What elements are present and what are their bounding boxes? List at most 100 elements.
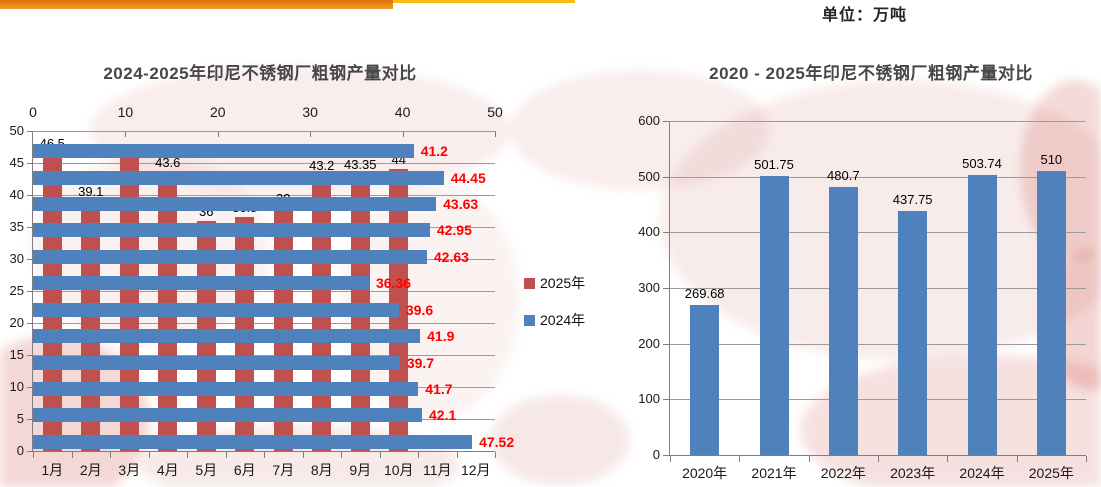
y-axis-label: 10 [9,379,24,394]
bar-2024-10月 [33,381,419,396]
month-label: 5月 [195,462,218,478]
gridline [670,343,1086,345]
y-axis-label: 35 [9,219,24,234]
bar-label-2020年: 269.68 [684,285,725,301]
legend: 2025年 2024年 [524,273,585,347]
y-axis-tick [27,419,32,420]
y-axis-label: 15 [9,347,24,362]
x-axis-line [33,451,495,452]
year-label: 2024年 [959,465,1005,481]
y-axis-tick [27,387,32,388]
month-label: 9月 [349,462,372,478]
bar-label-2024-1月: 41.2 [420,143,448,160]
month-label: 10月 [383,462,414,478]
y-axis-tick [27,195,32,196]
bar-2024-4月 [33,223,430,238]
gridline [33,195,495,196]
y-axis-label: 500 [638,168,660,184]
y-axis-label: 25 [9,283,24,298]
bar-label-2024-4月: 42.95 [436,222,472,239]
x-axis-line [670,455,1086,456]
top-axis-label: 30 [302,104,318,120]
y-axis-tick [27,131,32,132]
x-axis-tick [1016,456,1018,462]
y-axis-tick [27,259,32,260]
x-axis-tick [808,456,810,462]
legend-item-2025年: 2025年 [524,273,585,293]
gridline [670,399,1086,401]
y-axis-label: 20 [9,315,24,330]
year-label: 2023年 [890,465,936,481]
bar-2024-8月 [33,329,421,344]
x-axis-tick [379,452,381,458]
month-label: 12月 [460,462,491,478]
top-axis-label: 0 [29,104,37,120]
bar-2025年 [1036,171,1066,455]
bar-2024-2月 [33,170,444,185]
x-axis-tick [110,452,111,458]
month-label: 8月 [310,462,333,478]
month-label: 6月 [233,462,256,478]
y-axis-label: 0 [16,443,24,458]
bar-label-2024-8月: 41.9 [427,328,455,345]
gridline [33,163,495,164]
left-chart-title: 2024-2025年印尼不锈钢厂粗钢产量对比 [103,64,417,83]
y-axis-tick [663,176,669,178]
bar-2024-1月 [33,144,414,159]
year-label: 2021年 [751,465,797,481]
y-axis-tick [663,455,669,456]
bar-label-2024-7月: 39.6 [405,301,434,318]
header-accent-bar [0,0,393,9]
x-axis-tick [947,456,949,462]
bar-2024-9月 [33,355,400,370]
legend-swatch-2025年 [524,277,535,289]
bar-label-2022年: 480.7 [827,168,860,184]
y-axis-line [32,131,33,452]
month-label: 11月 [422,462,452,478]
y-axis-tick [663,232,669,234]
month-label: 1月 [41,462,64,478]
bar-label-2023年: 437.75 [892,192,933,208]
x-axis-tick [302,452,304,458]
x-axis-tick [33,452,34,458]
top-axis-tick [125,131,127,137]
bar-2024-5月 [33,249,427,264]
y-axis-tick [27,163,32,164]
legend-label-2024年: 2024年 [540,312,586,328]
bar-2024-11月 [33,408,422,423]
month-label: 3月 [118,462,141,478]
bar-label-2024-12月: 47.52 [479,433,515,450]
y-axis-tick [663,121,669,122]
bar-label-2024-11月: 42.1 [429,407,457,424]
y-axis-label: 600 [638,113,660,128]
bar-label-2021年: 501.75 [754,156,794,172]
gridline [670,232,1086,234]
top-axis-label: 40 [394,104,411,120]
y-axis-label: 400 [638,224,660,240]
y-axis-line [669,121,670,456]
gridline [33,323,495,324]
y-axis-tick [27,451,32,452]
x-axis-tick [495,452,496,458]
y-axis-tick [663,399,669,401]
x-axis-tick [1086,456,1087,462]
x-axis-tick [739,456,741,462]
x-axis-tick [187,452,188,458]
month-label: 7月 [272,462,295,478]
y-axis-label: 300 [638,280,660,295]
legend-swatch-2024年 [524,314,535,326]
x-axis-tick [264,452,265,458]
gridline [670,176,1086,178]
bar-2023年 [898,211,928,455]
bar-2024-7月 [33,302,399,317]
bar-label-2024-2月: 44.45 [450,169,486,186]
y-axis-label: 0 [652,447,660,462]
month-label: 4月 [156,462,179,478]
gridline [670,121,1086,122]
bar-label-2024年: 503.74 [962,155,1002,171]
bar-2020年 [690,304,720,455]
y-axis-label: 40 [9,187,24,202]
top-axis-tick [310,131,312,137]
